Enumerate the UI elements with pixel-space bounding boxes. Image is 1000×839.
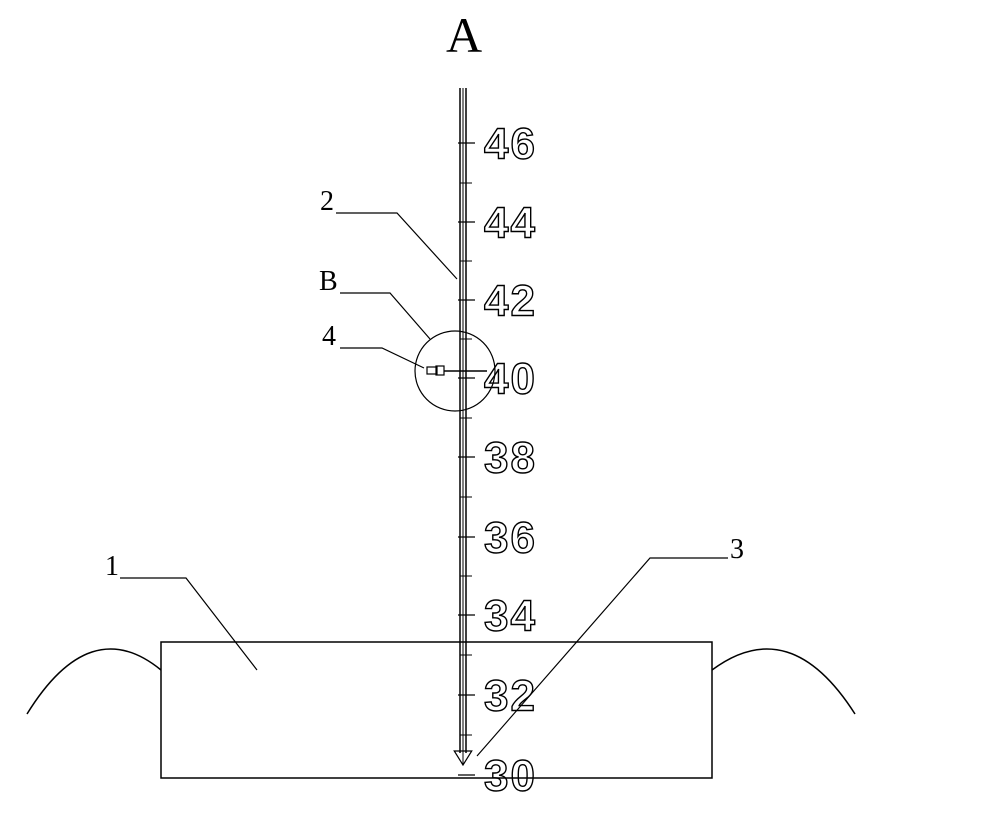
callout-leader <box>340 348 424 368</box>
terrain-wave-left <box>27 649 161 714</box>
callout-label: 3 <box>730 534 744 565</box>
ruler-label: 44 <box>484 198 537 247</box>
base-block <box>161 642 712 778</box>
ruler-label: 34 <box>484 591 537 640</box>
callout-leader <box>336 213 457 279</box>
callout-label: B <box>319 266 338 297</box>
ruler-label: 30 <box>484 751 537 800</box>
callout-label: 1 <box>105 551 119 582</box>
ruler-label: 40 <box>484 354 537 403</box>
callout-leader <box>340 293 430 339</box>
ruler-label: 38 <box>484 433 537 482</box>
terrain-wave-right <box>712 649 855 714</box>
callout-label: 2 <box>320 186 334 217</box>
ruler-label: 36 <box>484 513 537 562</box>
figure-title: A <box>446 7 482 63</box>
ruler-label: 42 <box>484 276 537 325</box>
callout-label: 4 <box>322 321 336 352</box>
ruler-label: 46 <box>484 119 537 168</box>
callout-leader <box>477 558 728 756</box>
